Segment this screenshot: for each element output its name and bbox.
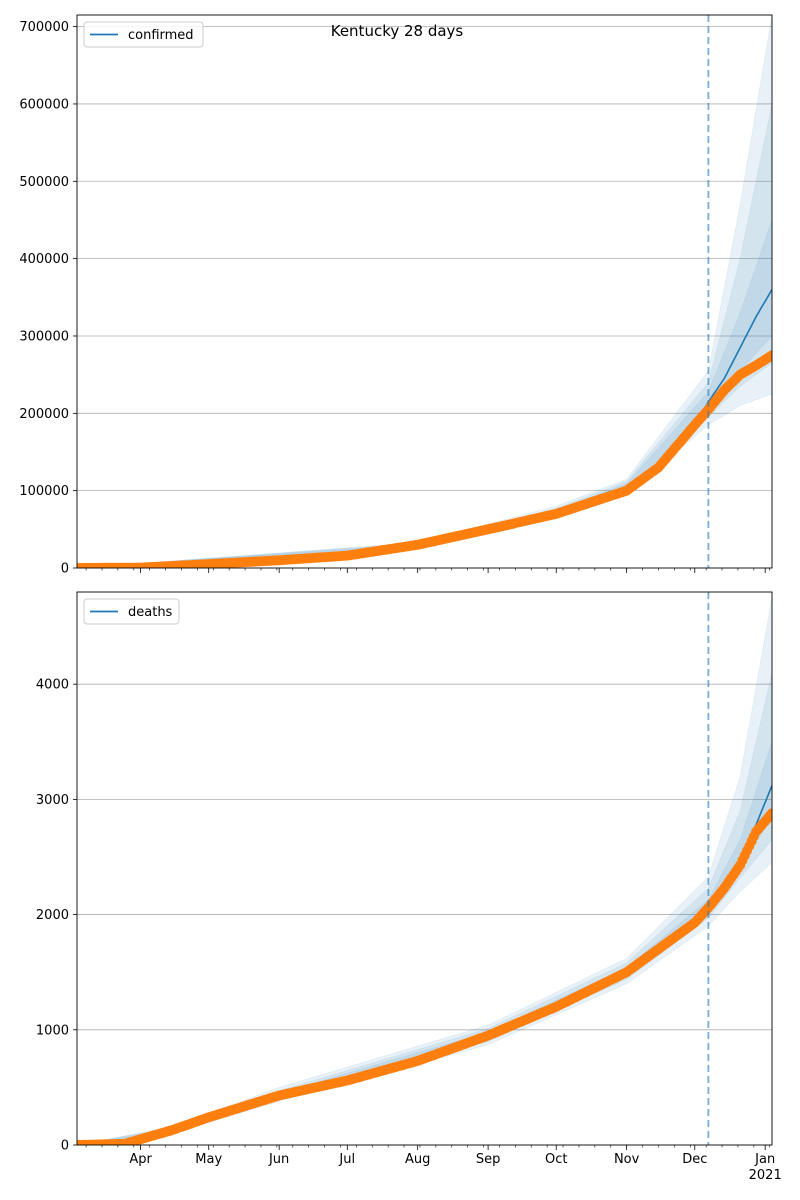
y-tick-label: 0 <box>61 1139 69 1154</box>
legend-box <box>83 21 204 48</box>
observed-point <box>767 350 772 361</box>
axes-frame <box>76 591 773 1146</box>
x-tick-label: Aug <box>405 1152 430 1167</box>
x-tick-label: Jun <box>268 1152 289 1167</box>
model-line-deaths <box>77 785 772 1145</box>
uncertainty-band-2 <box>77 103 772 568</box>
y-tick-label: 400000 <box>19 252 69 267</box>
x-tick-label: Jan <box>754 1152 775 1167</box>
panel-deaths: 0 1000 2000 3000 4000 Apr May Jun Jul Aug Sep Oct No… <box>36 591 782 1183</box>
x-tick-label: Nov <box>614 1152 640 1167</box>
x-tick-label: Dec <box>682 1152 707 1167</box>
y-tick-label: 3000 <box>36 793 69 808</box>
x-year-label: 2021 <box>749 1168 782 1183</box>
y-tick-label: 700000 <box>19 20 69 35</box>
plot-area <box>77 597 772 1145</box>
y-tick-label: 2000 <box>36 908 69 923</box>
y-tick-label: 500000 <box>19 175 69 190</box>
legend-label: deaths <box>128 605 173 620</box>
legend-confirmed: confirmed <box>83 21 204 48</box>
legend-box <box>83 598 180 625</box>
y-tick-label: 600000 <box>19 97 69 112</box>
y-tick-label: 300000 <box>19 329 69 344</box>
y-tick-label: 1000 <box>36 1023 69 1038</box>
y-tick-label: 4000 <box>36 678 69 693</box>
plot-area <box>77 15 772 568</box>
panel-confirmed: 0 100000 200000 300000 400000 500000 600000 700… <box>19 14 773 577</box>
x-tick-label: Apr <box>129 1152 152 1167</box>
y-tick-label: 100000 <box>19 484 69 499</box>
uncertainty-band-2 <box>77 672 772 1145</box>
x-tick-label: Oct <box>545 1152 567 1167</box>
y-tick-label: 0 <box>61 562 69 577</box>
uncertainty-band-3 <box>77 219 772 568</box>
legend-deaths: deaths <box>83 598 180 625</box>
figure-title: Kentucky 28 days <box>331 22 464 40</box>
legend-label: confirmed <box>128 28 194 43</box>
y-tick-label: 200000 <box>19 407 69 422</box>
x-tick-label: Jul <box>338 1152 355 1167</box>
x-tick-label: May <box>195 1152 222 1167</box>
observed-point <box>767 808 772 819</box>
axes-frame <box>76 14 773 569</box>
x-tick-label: Sep <box>476 1152 501 1167</box>
uncertainty-band-1 <box>77 15 772 568</box>
